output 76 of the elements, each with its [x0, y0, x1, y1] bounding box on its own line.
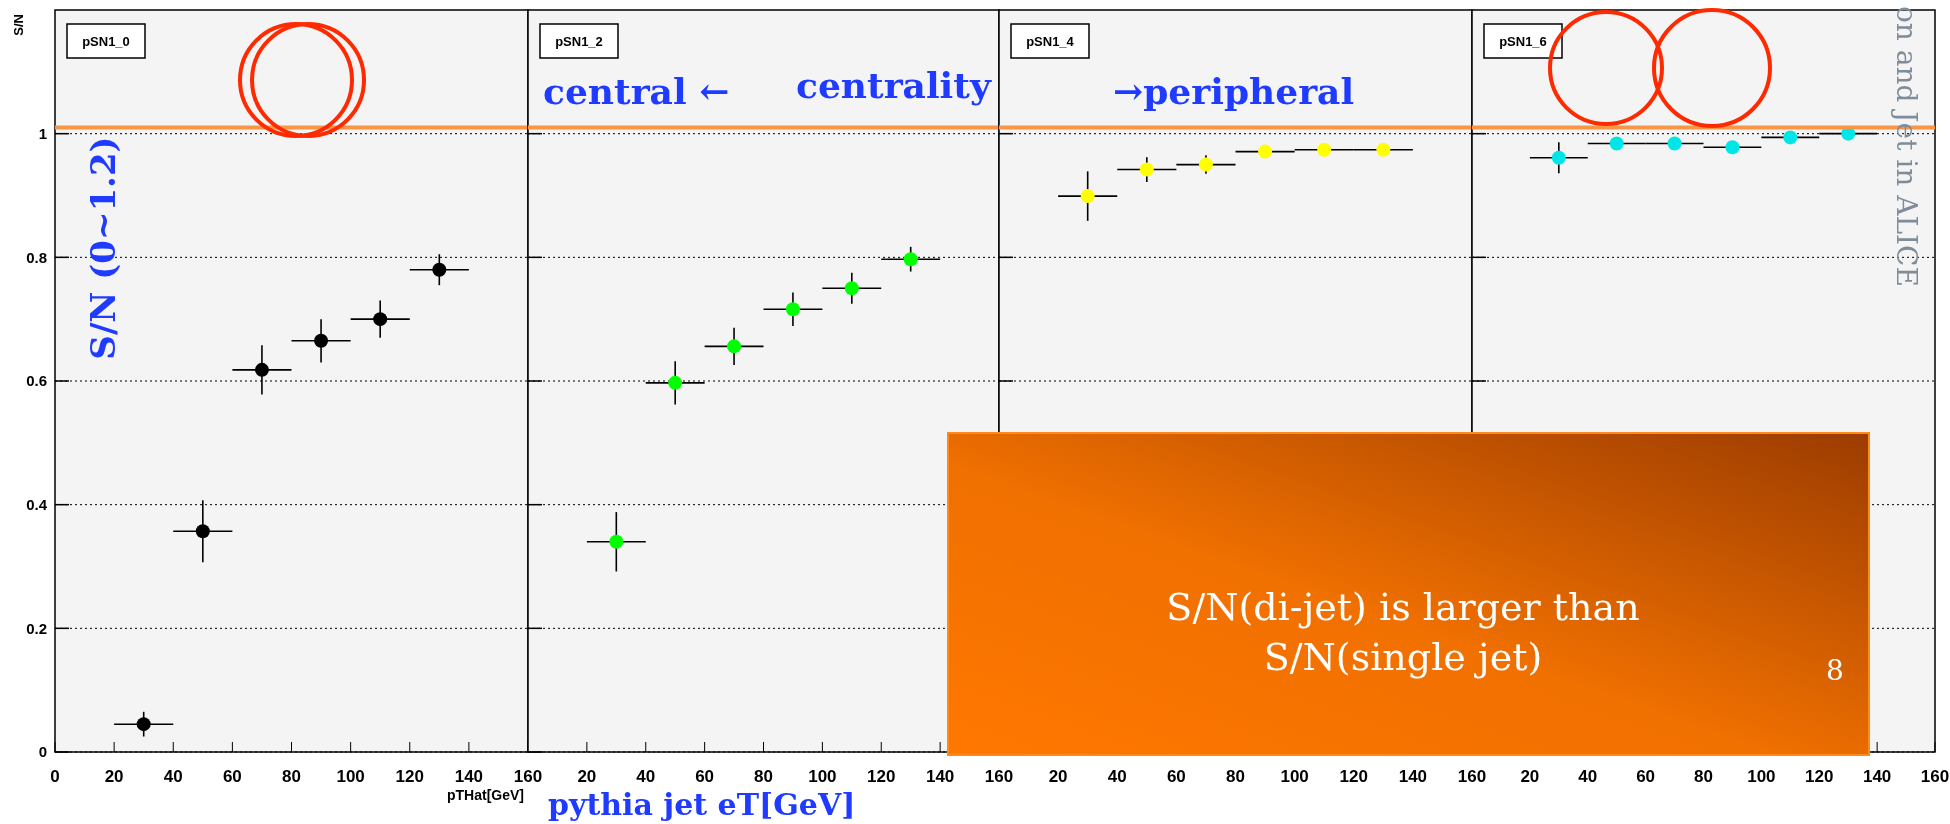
point [1667, 136, 1682, 151]
x-tick-label: 160 [1457, 767, 1487, 786]
annotation: on and Jet in ALICE [1890, 6, 1924, 287]
point [903, 252, 918, 267]
x-tick-label: 160 [984, 767, 1014, 786]
point [254, 362, 269, 377]
point [1376, 142, 1391, 157]
point [727, 339, 742, 354]
x-tick-label: 40 [1107, 767, 1127, 786]
y-tick-label: 0.4 [26, 495, 48, 513]
text: pythia jet eT[GeV] [548, 787, 856, 822]
annotation: 8 [1826, 654, 1844, 687]
x-tick-label: 100 [336, 767, 365, 786]
x-tick-label: 80 [282, 767, 301, 786]
text: pSN1_6 [1499, 34, 1547, 49]
text: pSN1_4 [1026, 34, 1075, 49]
point [314, 333, 329, 348]
x-tick-label: 40 [1578, 767, 1598, 786]
annotation: S/N(di-jet) is larger than S/N(single jet) [1166, 585, 1640, 679]
y-tick-label: 0.6 [26, 372, 47, 390]
x-tick-label: 140 [1398, 767, 1428, 786]
x-tick-label: 60 [1166, 767, 1186, 786]
point [432, 262, 447, 277]
annotation: central ← [543, 70, 730, 112]
x-tick-label: 100 [808, 767, 837, 786]
x-tick-label: 20 [104, 767, 124, 786]
x-tick-label: 100 [1280, 767, 1309, 786]
point [1198, 157, 1213, 172]
point [1783, 130, 1798, 145]
x-tick-label: 120 [867, 767, 896, 786]
point [1317, 142, 1332, 157]
text: pSN1_2 [555, 34, 603, 49]
point [1258, 144, 1273, 159]
x-tick-label: 140 [925, 767, 955, 786]
x-tick-label: 160 [1920, 767, 1950, 786]
point [609, 534, 624, 549]
x-tick-label: 80 [1694, 767, 1713, 786]
x-tick-label: 20 [1520, 767, 1540, 786]
x-tick-label: 20 [1048, 767, 1068, 786]
x-tick-label: 160 [513, 767, 543, 786]
point [1139, 162, 1154, 177]
x-tick-label: 120 [1339, 767, 1368, 786]
x-tick-label: 120 [395, 767, 424, 786]
x-tick-label: 80 [754, 767, 773, 786]
y-axis-title: S/N [11, 14, 26, 36]
annotation: →peripheral [1113, 70, 1355, 112]
x-tick-label: 0 [50, 767, 60, 786]
point [844, 281, 859, 296]
x-tick-label: 140 [1862, 767, 1892, 786]
text: pSN1_0 [82, 34, 130, 49]
point [1725, 140, 1740, 155]
x-tick-label: 80 [1226, 767, 1245, 786]
x-tick-label: 60 [1636, 767, 1656, 786]
y-tick-label: 0.2 [26, 619, 47, 637]
x-tick-label: 20 [577, 767, 597, 786]
annotation: centrality [796, 64, 992, 106]
x-axis-title: pTHat[GeV] [447, 787, 524, 803]
x-tick-label: 140 [454, 767, 484, 786]
y-tick-label: 1 [38, 124, 47, 142]
y-tick-label: 0 [38, 743, 47, 761]
point [785, 302, 800, 317]
point [1551, 150, 1566, 165]
y-tick-label: 0.8 [26, 248, 47, 266]
x-tick-label: 40 [636, 767, 656, 786]
point [668, 375, 683, 390]
x-tick-label: 100 [1747, 767, 1776, 786]
point [1080, 189, 1095, 204]
point [195, 524, 210, 539]
x-tick-label: 60 [222, 767, 242, 786]
point [373, 312, 388, 327]
annotation: S/N (0~1.2) [83, 136, 123, 360]
x-tick-label: 60 [695, 767, 715, 786]
point [136, 717, 151, 732]
x-tick-label: 40 [163, 767, 183, 786]
point [1609, 136, 1624, 151]
x-tick-label: 120 [1805, 767, 1834, 786]
